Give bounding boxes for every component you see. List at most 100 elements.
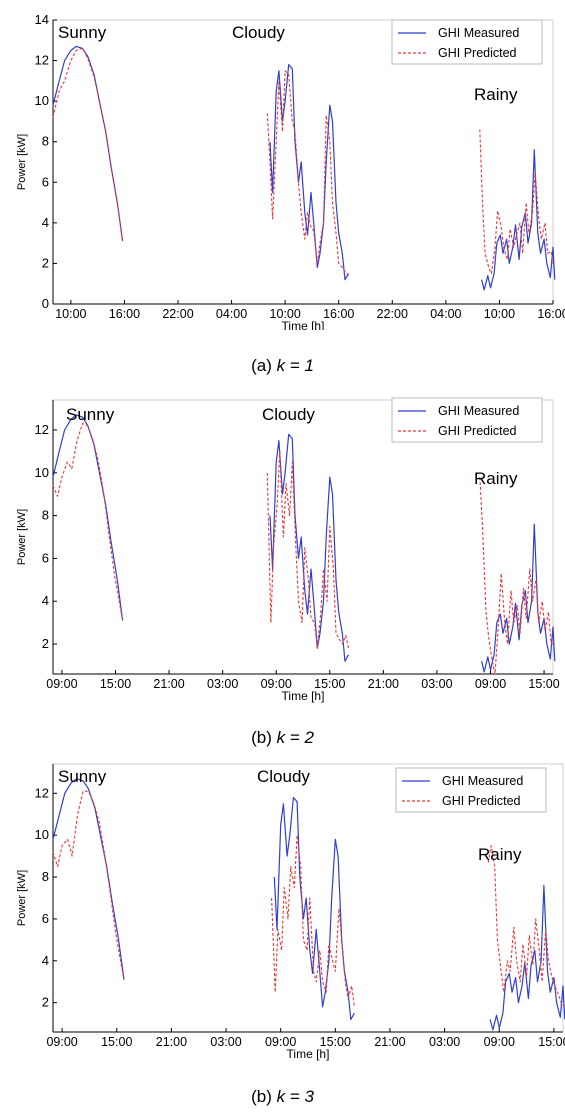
annotation-cloudy: Cloudy bbox=[262, 405, 315, 424]
x-tick-label: 10:00 bbox=[484, 307, 515, 321]
caption-k2: (b) k = 2 bbox=[0, 728, 565, 748]
legend-label-ghi-measured: GHI Measured bbox=[438, 404, 519, 418]
annotation-sunny: Sunny bbox=[58, 23, 107, 42]
annotation-rainy: Rainy bbox=[478, 845, 522, 864]
x-tick-label: 04:00 bbox=[216, 307, 247, 321]
x-tick-label: 15:00 bbox=[528, 677, 559, 691]
caption-prefix: (b) bbox=[251, 1087, 277, 1106]
x-axis-label: Time [h] bbox=[287, 1047, 330, 1061]
x-tick-label: 16:00 bbox=[109, 307, 140, 321]
series-line-ghi-predicted-segment-2 bbox=[271, 834, 355, 1007]
chart-k3: 2 4 6 8 10 12 09:00 15:00 21:00 03:00 09:00 15:00 21… bbox=[16, 763, 565, 1061]
x-tick-label: 21:00 bbox=[156, 1035, 187, 1049]
y-tick-label: 6 bbox=[42, 911, 49, 926]
legend: GHI Measured GHI Predicted bbox=[395, 767, 547, 813]
x-tick-label: 03:00 bbox=[210, 1035, 241, 1049]
x-tick-label: 03:00 bbox=[421, 677, 452, 691]
chart-k1: 0 2 4 6 8 10 12 14 10:00 16:00 22:00 04:00 10:00 16:0… bbox=[16, 12, 565, 330]
x-tick-label: 15:00 bbox=[101, 1035, 132, 1049]
y-tick-label: 0 bbox=[42, 296, 49, 311]
x-tick-label: 22:00 bbox=[377, 307, 408, 321]
annotation-cloudy: Cloudy bbox=[232, 23, 285, 42]
y-tick-label: 10 bbox=[35, 465, 49, 480]
annotation-sunny: Sunny bbox=[58, 767, 107, 786]
caption-k3: (b) k = 3 bbox=[0, 1087, 565, 1107]
annotation-rainy: Rainy bbox=[474, 85, 518, 104]
x-tick-label: 21:00 bbox=[368, 677, 399, 691]
series-line-ghi-measured-segment-2 bbox=[269, 433, 350, 662]
x-axis-label: Time [h] bbox=[282, 319, 325, 330]
legend-label-ghi-predicted: GHI Predicted bbox=[438, 46, 517, 60]
series-line-ghi-measured-segment-3 bbox=[489, 884, 565, 1031]
series-line-ghi-measured-segment-2 bbox=[269, 63, 350, 281]
x-tick-label: 22:00 bbox=[162, 307, 193, 321]
y-tick-label: 8 bbox=[42, 134, 49, 149]
y-tick-label: 6 bbox=[42, 550, 49, 565]
y-tick-label: 4 bbox=[42, 593, 49, 608]
series-line-ghi-predicted-segment-3 bbox=[479, 477, 555, 675]
y-axis-label: Power [kW] bbox=[16, 509, 28, 565]
x-tick-label: 21:00 bbox=[153, 677, 184, 691]
annotation-sunny: Sunny bbox=[66, 405, 115, 424]
y-tick-label: 12 bbox=[35, 785, 49, 800]
x-tick-label: 09:00 bbox=[475, 677, 506, 691]
y-axis-label: Power [kW] bbox=[16, 134, 28, 190]
series-line-ghi-measured-segment-1 bbox=[52, 414, 124, 621]
series-line-ghi-predicted-segment-3 bbox=[479, 129, 555, 275]
y-tick-label: 14 bbox=[35, 12, 49, 27]
legend-label-ghi-predicted: GHI Predicted bbox=[438, 424, 517, 438]
caption-prefix: (b) bbox=[251, 728, 277, 747]
y-tick-label: 2 bbox=[42, 636, 49, 651]
x-tick-label: 09:00 bbox=[261, 677, 292, 691]
series-line-ghi-measured-segment-3 bbox=[481, 523, 556, 673]
x-tick-label: 10:00 bbox=[55, 307, 86, 321]
x-tick-label: 09:00 bbox=[46, 1035, 77, 1049]
x-tick-label: 21:00 bbox=[374, 1035, 405, 1049]
y-tick-label: 10 bbox=[35, 827, 49, 842]
y-tick-label: 4 bbox=[42, 953, 49, 968]
caption-k1: (a) k = 1 bbox=[0, 356, 565, 376]
caption-prefix: (a) bbox=[251, 356, 277, 375]
series-line-ghi-predicted-segment-1 bbox=[52, 422, 124, 621]
series-line-ghi-predicted-segment-1 bbox=[52, 790, 125, 980]
series-line-ghi-measured-segment-3 bbox=[481, 149, 556, 291]
x-tick-label: 15:00 bbox=[538, 1035, 565, 1049]
caption-variable: k = 2 bbox=[276, 728, 314, 747]
legend-box bbox=[395, 767, 547, 813]
y-tick-label: 2 bbox=[42, 995, 49, 1010]
x-tick-label: 16:00 bbox=[323, 307, 354, 321]
y-tick-label: 10 bbox=[35, 93, 49, 108]
series-line-ghi-measured-segment-2 bbox=[273, 796, 355, 1020]
legend: GHI Measured GHI Predicted bbox=[391, 397, 543, 443]
x-tick-label: 15:00 bbox=[320, 1035, 351, 1049]
series-ghi-predicted bbox=[52, 47, 555, 276]
y-axis-label: Power [kW] bbox=[16, 870, 28, 926]
y-tick-label: 8 bbox=[42, 508, 49, 523]
y-tick-label: 12 bbox=[35, 422, 49, 437]
y-tick-label: 4 bbox=[42, 215, 49, 230]
y-tick-label: 12 bbox=[35, 53, 49, 68]
x-tick-label: 03:00 bbox=[429, 1035, 460, 1049]
series-ghi-predicted bbox=[52, 422, 555, 675]
annotation-rainy: Rainy bbox=[474, 469, 518, 488]
series-line-ghi-predicted-segment-2 bbox=[266, 70, 349, 276]
x-tick-label: 03:00 bbox=[207, 677, 238, 691]
series-ghi-measured bbox=[52, 778, 565, 1031]
series-ghi-measured bbox=[52, 45, 556, 291]
caption-variable: k = 3 bbox=[276, 1087, 314, 1106]
x-tick-label: 04:00 bbox=[430, 307, 461, 321]
x-tick-label: 09:00 bbox=[265, 1035, 296, 1049]
x-tick-label: 09:00 bbox=[46, 677, 77, 691]
x-tick-label: 09:00 bbox=[484, 1035, 515, 1049]
y-tick-label: 8 bbox=[42, 869, 49, 884]
series-line-ghi-measured-segment-1 bbox=[52, 778, 125, 980]
chart-k2: 2 4 6 8 10 12 09:00 15:00 21:00 03:00 09:00 15:00 21… bbox=[16, 397, 560, 703]
legend-box bbox=[391, 19, 543, 65]
legend-label-ghi-predicted: GHI Predicted bbox=[442, 794, 521, 808]
x-tick-label: 16:00 bbox=[537, 307, 565, 321]
legend: GHI Measured GHI Predicted bbox=[391, 19, 543, 65]
series-line-ghi-predicted-segment-3 bbox=[487, 845, 565, 1008]
x-axis-label: Time [h] bbox=[282, 689, 325, 703]
series-ghi-measured bbox=[52, 414, 556, 673]
series-line-ghi-predicted-segment-2 bbox=[266, 450, 350, 649]
